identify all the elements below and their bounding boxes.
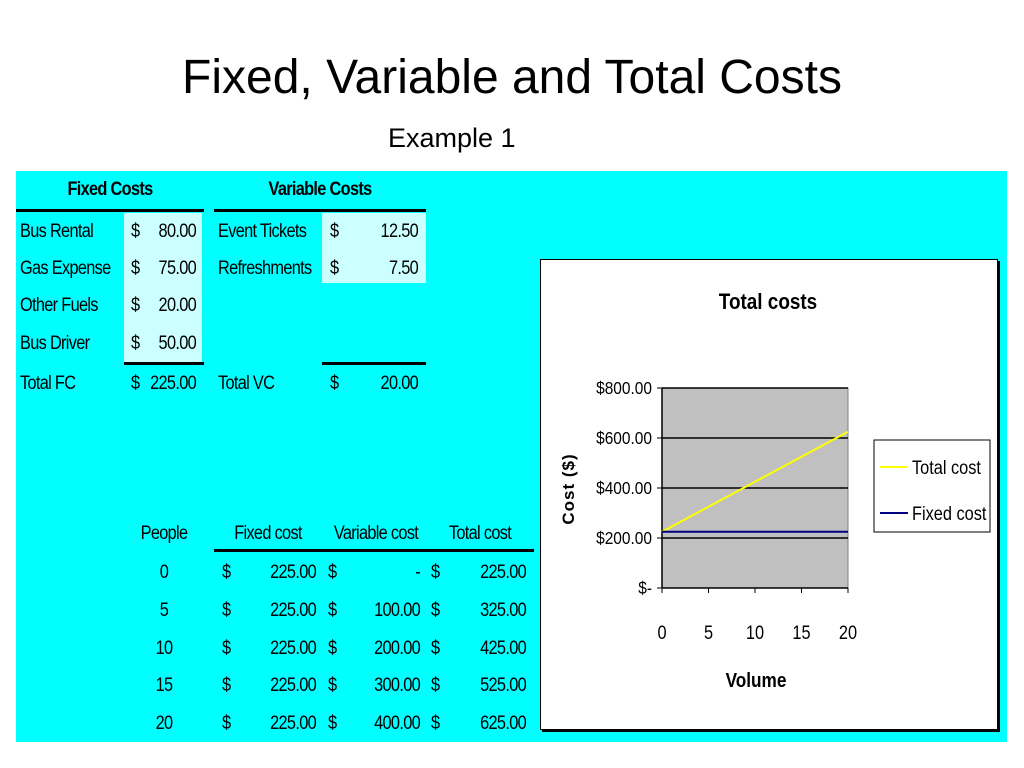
x-tick-label: 15 (792, 622, 810, 643)
fixed-cost-currency: $ (131, 221, 140, 242)
variable-costs-header: Variable Costs (268, 179, 373, 200)
total-vc-currency: $ (330, 373, 339, 394)
legend-label: Fixed cost (912, 503, 986, 524)
chart-legend (873, 439, 991, 533)
table-row-tc: 525.00 (480, 675, 527, 696)
table-row-vc: 300.00 (374, 675, 421, 696)
table-row-vc: 200.00 (374, 638, 421, 659)
table-row-fc: 225.00 (270, 562, 317, 583)
x-tick-label: 0 (657, 622, 666, 643)
x-tick-label: 20 (839, 622, 857, 643)
cost-table-header-total: Total cost (448, 523, 512, 544)
table-row-tc-currency: $ (431, 638, 440, 659)
slide-title: Fixed, Variable and Total Costs (182, 51, 842, 104)
fixed-cost-currency: $ (131, 258, 140, 279)
table-row-vc-currency: $ (328, 675, 337, 696)
table-row-fc-currency: $ (222, 600, 231, 621)
fixed-cost-label: Gas Expense (20, 258, 111, 279)
x-tick-label: 5 (704, 622, 713, 643)
table-row-tc-currency: $ (431, 562, 440, 583)
variable-costs-header-rule (214, 209, 426, 212)
variable-cost-currency: $ (330, 221, 339, 242)
y-tick-label: $400.00 (596, 478, 652, 498)
variable-cost-amount: 12.50 (380, 221, 419, 242)
table-row-people: 10 (155, 638, 173, 659)
table-row-fc: 225.00 (270, 675, 317, 696)
table-row-people: 20 (155, 713, 173, 734)
table-row-people: 5 (159, 600, 169, 621)
table-row-tc: 325.00 (480, 600, 527, 621)
fixed-cost-amount: 80.00 (158, 221, 197, 242)
total-vc-label: Total VC (218, 373, 275, 394)
slide-subtitle: Example 1 (388, 123, 516, 153)
variable-cost-label: Event Tickets (218, 221, 307, 242)
table-row-fc-currency: $ (222, 713, 231, 734)
table-row-fc-currency: $ (222, 562, 231, 583)
y-axis-label: Cost ($) (559, 453, 578, 524)
table-row-tc: 225.00 (480, 562, 527, 583)
table-row-tc-currency: $ (431, 600, 440, 621)
table-row-fc-currency: $ (222, 638, 231, 659)
variable-cost-currency: $ (330, 258, 339, 279)
table-row-vc-currency: $ (328, 562, 337, 583)
fixed-cost-label: Bus Rental (20, 221, 94, 242)
cost-table-header-people: People (140, 523, 188, 544)
table-row-tc-currency: $ (431, 713, 440, 734)
fixed-cost-currency: $ (131, 333, 140, 354)
legend-label: Total cost (912, 457, 981, 478)
total-fc-label: Total FC (20, 373, 76, 394)
cost-table-header-variable: Variable cost (333, 523, 419, 544)
table-row-fc: 225.00 (270, 713, 317, 734)
fixed-cost-label: Bus Driver (20, 333, 90, 354)
chart-title: Total costs (719, 290, 817, 315)
table-row-tc: 625.00 (480, 713, 527, 734)
y-tick-label: $800.00 (596, 378, 652, 398)
y-tick-label: $600.00 (596, 428, 652, 448)
series-line (661, 430, 849, 533)
table-row-vc-currency: $ (328, 638, 337, 659)
cost-table-header-fixed: Fixed cost (234, 523, 302, 544)
total-costs-chart: Total costs $- $200.00 $400.00 $600.00 $800.0… (559, 290, 991, 692)
variable-costs-input-highlight (322, 213, 426, 283)
table-row-fc: 225.00 (270, 600, 317, 621)
table-row-vc-currency: $ (328, 713, 337, 734)
y-tick-label: $- (638, 578, 652, 598)
fixed-cost-currency: $ (131, 295, 140, 316)
fixed-costs-total-rule (124, 362, 204, 365)
fixed-cost-amount: 75.00 (158, 258, 197, 279)
table-row-fc: 225.00 (270, 638, 317, 659)
variable-costs-total-rule (322, 362, 426, 365)
table-row-people: 0 (159, 562, 169, 583)
cost-table-header-rule (214, 549, 534, 552)
fixed-cost-amount: 20.00 (158, 295, 197, 316)
fixed-costs-input-highlight (124, 213, 202, 365)
table-row-vc: 400.00 (374, 713, 421, 734)
y-tick-label: $200.00 (596, 528, 652, 548)
table-row-people: 15 (155, 675, 173, 696)
table-row-vc-currency: $ (328, 600, 337, 621)
table-row-vc: 100.00 (374, 600, 421, 621)
variable-cost-amount: 7.50 (388, 258, 419, 279)
x-tick-label: 10 (746, 622, 764, 643)
x-axis-label: Volume (726, 669, 787, 692)
fixed-cost-amount: 50.00 (158, 333, 197, 354)
total-fc-amount: 225.00 (150, 373, 197, 394)
total-fc-currency: $ (131, 373, 140, 394)
table-row-tc-currency: $ (431, 675, 440, 696)
variable-cost-label: Refreshments (218, 258, 312, 279)
table-row-fc-currency: $ (222, 675, 231, 696)
table-row-vc: - (415, 562, 420, 583)
fixed-costs-header: Fixed Costs (67, 179, 153, 200)
fixed-costs-header-rule (16, 209, 204, 212)
table-row-tc: 425.00 (480, 638, 527, 659)
fixed-cost-label: Other Fuels (20, 295, 98, 316)
total-vc-amount: 20.00 (380, 373, 419, 394)
